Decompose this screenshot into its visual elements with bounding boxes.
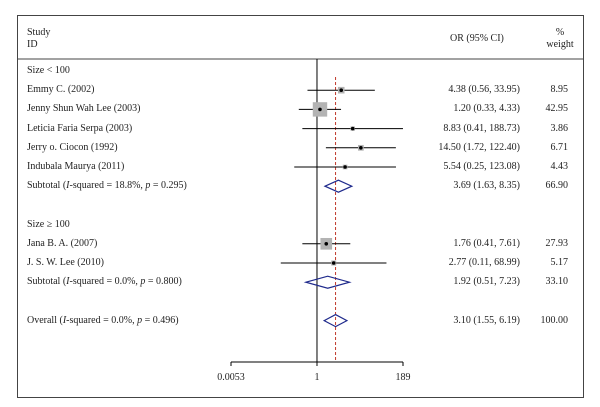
study-weight: 3.86 (550, 122, 569, 134)
header-study: Study (27, 27, 51, 38)
study-weight: 6.71 (550, 141, 569, 153)
study-ci-text: 1.20 (0.33, 4.33) (453, 103, 520, 115)
subtotal-ci-text: 1.92 (0.51, 7.23) (453, 276, 520, 288)
point-estimate (343, 165, 347, 169)
header-percent: % (555, 27, 565, 38)
study-ci-text: 4.38 (0.56, 33.95) (448, 84, 520, 96)
study-label: Indubala Maurya (2011) (27, 161, 125, 172)
subtotal-label: Subtotal (I-squared = 0.0%, p = 0.800) (27, 276, 182, 288)
group-label: Size < 100 (27, 65, 70, 76)
subtotal-diamond (323, 179, 354, 193)
study-label: J. S. W. Lee (2010) (27, 257, 104, 268)
study-label: Emmy C. (2002) (27, 84, 95, 96)
study-label: Leticia Faria Serpa (2003) (27, 122, 133, 134)
study-label: Jerry o. Ciocon (1992) (27, 141, 118, 153)
study-label: Jana B. A. (2007) (27, 237, 98, 249)
x-tick-label: 189 (395, 372, 411, 383)
x-tick-label: 1 (314, 372, 320, 383)
point-estimate (359, 146, 363, 150)
subtotal-label: Subtotal (I-squared = 18.8%, p = 0.295) (27, 180, 187, 192)
point-estimate (324, 242, 329, 246)
subtotal-weight: 33.10 (545, 276, 569, 288)
subtotal-ci-text: 3.69 (1.63, 8.35) (453, 180, 520, 192)
subtotal-weight: 66.90 (545, 180, 569, 192)
overall-label: Overall (I-squared = 0.0%, p = 0.496) (27, 314, 179, 326)
study-ci-text: 8.83 (0.41, 188.73) (443, 122, 520, 134)
point-estimate (350, 126, 355, 131)
study-weight: 42.95 (545, 103, 569, 115)
study-ci-text: 5.54 (0.25, 123.08) (443, 161, 520, 172)
study-weight: 4.43 (550, 161, 569, 172)
x-tick-label: 0.0053 (217, 372, 245, 383)
group-label: Size ≥ 100 (27, 218, 70, 230)
header-weight: weight (546, 39, 574, 50)
study-ci-text: 1.76 (0.41, 7.61) (453, 237, 520, 249)
study-weight: 8.95 (550, 84, 569, 96)
subtotal-diamond (303, 275, 352, 289)
study-ci-text: 14.50 (1.72, 122.40) (438, 141, 520, 153)
header-id: ID (27, 39, 38, 50)
study-weight: 27.93 (545, 237, 569, 249)
overall-weight: 100.00 (540, 314, 569, 326)
header-or-ci: OR (95% CI) (450, 33, 504, 44)
point-estimate (331, 261, 336, 265)
point-estimate (339, 88, 344, 92)
study-weight: 5.17 (550, 257, 569, 268)
overall-ci-text: 3.10 (1.55, 6.19) (453, 314, 520, 326)
study-ci-text: 2.77 (0.11, 68.99) (448, 257, 520, 268)
point-estimate (318, 107, 322, 112)
study-label: Jenny Shun Wah Lee (2003) (27, 103, 141, 115)
chart-frame (17, 15, 584, 398)
overall-diamond (322, 313, 349, 328)
